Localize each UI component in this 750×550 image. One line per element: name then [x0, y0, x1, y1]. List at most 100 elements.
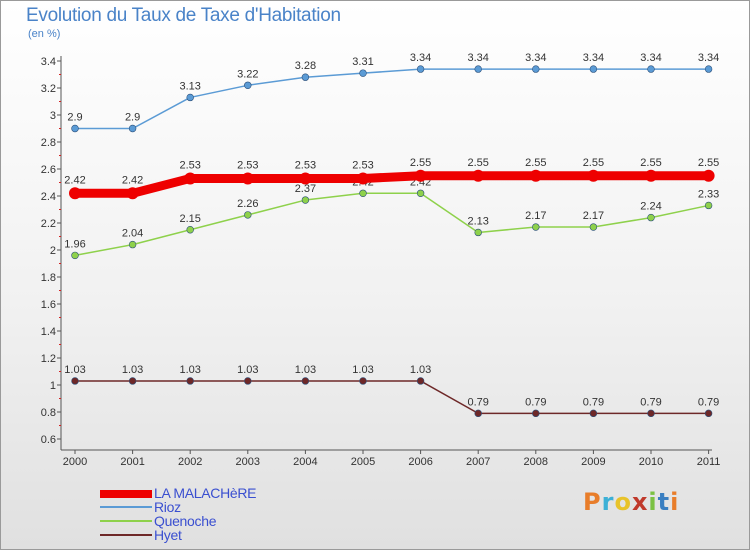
data-label: 3.13 — [179, 80, 200, 92]
legend-label: LA MALACHèRE — [154, 485, 257, 501]
data-point — [416, 189, 425, 198]
series-line — [74, 192, 710, 257]
data-point — [244, 211, 252, 219]
data-label: 2.04 — [122, 228, 143, 240]
data-point — [704, 201, 713, 210]
data-label: 2.37 — [295, 183, 316, 195]
data-point — [241, 172, 254, 185]
data-point — [244, 377, 252, 385]
data-label: 2.9 — [125, 112, 140, 124]
data-label: 2.53 — [237, 159, 258, 171]
data-point — [301, 73, 310, 81]
data-point — [532, 65, 540, 73]
data-point — [69, 187, 81, 200]
data-label: 2.42 — [64, 174, 85, 186]
data-label: 2.55 — [640, 157, 661, 169]
y-tick-label: 2.2 — [41, 218, 56, 230]
x-tick-label: 2003 — [236, 456, 260, 468]
data-label: 1.03 — [410, 364, 431, 376]
data-label: 1.03 — [179, 364, 200, 376]
data-point — [128, 124, 137, 133]
data-point — [416, 65, 425, 73]
y-tick-label: 2.8 — [41, 137, 56, 149]
data-point — [529, 169, 542, 182]
data-point — [359, 189, 367, 198]
logo-letter: i — [670, 488, 680, 516]
legend-label: Hyet — [154, 527, 182, 543]
y-tick-label: 3.4 — [41, 56, 56, 68]
data-label: 2.33 — [698, 188, 719, 200]
data-label: 3.34 — [583, 52, 604, 64]
data-label: 2.9 — [67, 112, 82, 124]
data-point — [186, 377, 194, 385]
x-tick-label: 2011 — [697, 456, 721, 468]
series-line — [74, 380, 710, 415]
data-label: 2.42 — [122, 174, 143, 186]
data-label: 3.28 — [295, 60, 316, 72]
y-tick-label: 2.4 — [41, 191, 56, 203]
y-tick-label: 3 — [50, 110, 56, 122]
data-point — [128, 377, 137, 385]
data-point — [474, 228, 482, 237]
data-label: 2.53 — [352, 159, 373, 171]
logo-letter: i — [648, 488, 658, 516]
data-label: 3.34 — [525, 52, 546, 64]
y-tick-label: 1 — [50, 380, 56, 392]
data-label: 3.31 — [352, 56, 373, 68]
data-point — [532, 409, 540, 418]
data-point — [126, 187, 139, 200]
data-point — [299, 172, 312, 185]
data-point — [704, 409, 713, 418]
data-point — [359, 69, 367, 77]
y-tick-label: 2 — [50, 245, 56, 257]
data-label: 3.34 — [698, 52, 719, 64]
data-point — [244, 81, 252, 90]
data-label: 1.03 — [352, 364, 373, 376]
data-point — [301, 196, 310, 204]
data-label: 2.55 — [410, 157, 431, 169]
data-label: 0.79 — [467, 396, 488, 408]
data-point — [71, 377, 79, 385]
chart-title: Evolution du Taux de Taxe d'Habitation — [26, 5, 341, 26]
data-point — [474, 65, 482, 73]
data-point — [589, 223, 598, 231]
data-label: 2.53 — [295, 159, 316, 171]
data-label: 0.79 — [698, 396, 719, 408]
proxiti-logo: Proxiti — [583, 488, 679, 516]
data-point — [645, 169, 657, 182]
logo-letter: t — [657, 488, 671, 516]
x-tick-label: 2010 — [639, 456, 663, 468]
data-label: 3.34 — [640, 52, 661, 64]
series-line — [74, 68, 710, 130]
data-label: 2.26 — [237, 198, 258, 210]
x-tick-label: 2002 — [178, 456, 202, 468]
logo-letter: o — [614, 488, 632, 516]
y-tick-label: 0.6 — [41, 434, 56, 446]
data-label: 3.22 — [237, 68, 258, 80]
legend-swatch-la-malachere — [100, 490, 152, 498]
x-tick-label: 2005 — [351, 456, 375, 468]
legend-swatch-hyet — [100, 534, 152, 536]
data-label: 1.03 — [64, 364, 85, 376]
data-point — [71, 124, 79, 133]
data-point — [589, 65, 598, 73]
x-tick-label: 2004 — [293, 456, 317, 468]
data-label: 3.34 — [410, 52, 431, 64]
data-point — [416, 377, 425, 385]
data-point — [357, 172, 369, 185]
data-label: 0.79 — [583, 396, 604, 408]
data-point — [184, 172, 197, 185]
x-tick-label: 2007 — [466, 456, 490, 468]
y-tick-label: 1.4 — [41, 326, 56, 338]
y-tick-label: 2.6 — [41, 164, 56, 176]
data-point — [532, 223, 540, 231]
y-tick-label: 3.2 — [41, 83, 56, 95]
data-point — [589, 409, 598, 418]
data-label: 0.79 — [525, 396, 546, 408]
data-point — [186, 93, 194, 102]
data-label: 1.03 — [237, 364, 258, 376]
data-label: 2.53 — [179, 159, 200, 171]
legend-swatch-quenoche — [100, 520, 152, 522]
